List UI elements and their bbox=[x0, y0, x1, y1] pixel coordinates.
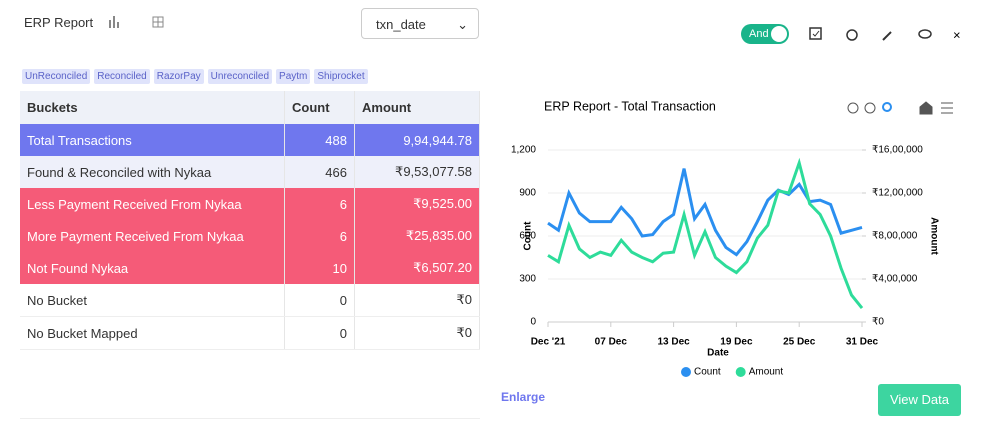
cell: ₹9,53,077.58 bbox=[354, 156, 480, 188]
cell: Not Found Nykaa bbox=[20, 252, 285, 284]
view-data-button[interactable]: View Data bbox=[878, 384, 961, 416]
legend-label: Count bbox=[694, 367, 721, 378]
y-tick-label: 900 bbox=[519, 188, 536, 199]
cell: Found & Reconciled with Nykaa bbox=[20, 156, 285, 188]
view-icons[interactable] bbox=[105, 14, 175, 32]
cell: 10 bbox=[284, 252, 355, 284]
x-tick-label: 25 Dec bbox=[783, 337, 816, 348]
x-tick-label: 31 Dec bbox=[846, 337, 879, 348]
tag: Paytm bbox=[276, 69, 311, 84]
row: No Bucket Mapped 0 ₹0 bbox=[20, 316, 480, 350]
row: Total Transactions 488 9,94,944.78 bbox=[20, 124, 480, 156]
title: ERP Report bbox=[24, 15, 94, 30]
cell: ₹25,835.00 bbox=[354, 220, 480, 252]
x-tick-label: Dec '21 bbox=[531, 337, 566, 348]
cell: 488 bbox=[284, 124, 355, 156]
cell: ₹0 bbox=[354, 316, 480, 350]
x-axis-title: Date bbox=[707, 348, 729, 359]
cell: ₹6,507.20 bbox=[354, 252, 480, 284]
y2-tick-label: ₹8,00,000 bbox=[872, 231, 918, 242]
row: Not Found Nykaa 10 ₹6,507.20 bbox=[20, 252, 480, 284]
series-line bbox=[547, 168, 863, 257]
cell: ₹9,525.00 bbox=[354, 188, 480, 220]
table: Buckets Count Amount Total Transactions 488 9… bbox=[20, 91, 480, 350]
legend-marker bbox=[681, 367, 691, 377]
svg-text:×: × bbox=[953, 27, 961, 42]
cell: 0 bbox=[284, 284, 355, 317]
x-tick-label: 13 Dec bbox=[657, 337, 690, 348]
chart: ERP Report - Total Transaction Date Coun… bbox=[511, 99, 953, 378]
tag: RazorPay bbox=[153, 69, 204, 84]
y-tick-label: 1,200 bbox=[511, 145, 536, 156]
column-header: Count bbox=[284, 91, 355, 124]
cell: ₹0 bbox=[354, 284, 480, 317]
toggle-label: And bbox=[749, 28, 769, 40]
chart-title: ERP Report - Total Transaction bbox=[544, 99, 716, 113]
tag: Shiprocket bbox=[314, 69, 368, 84]
tag: UnReconciled bbox=[22, 69, 91, 84]
cell: 9,94,944.78 bbox=[354, 124, 480, 156]
row: Less Payment Received From Nykaa 6 ₹9,525.… bbox=[20, 188, 480, 220]
y2-tick-label: ₹16,00,000 bbox=[872, 145, 923, 156]
cell: 6 bbox=[284, 220, 355, 252]
cell: No Bucket Mapped bbox=[20, 316, 285, 350]
select-value: txn_date bbox=[376, 17, 426, 32]
cell: Total Transactions bbox=[20, 124, 285, 156]
cell: More Payment Received From Nykaa bbox=[20, 220, 285, 252]
cell: 466 bbox=[284, 156, 355, 188]
select[interactable]: txn_date ⌄ bbox=[361, 8, 479, 39]
tag: Unreconciled bbox=[207, 69, 273, 84]
column-header: Buckets bbox=[20, 91, 285, 124]
y-tick-label: 600 bbox=[519, 231, 536, 242]
enlarge-link[interactable]: Enlarge bbox=[501, 390, 546, 404]
x-tick-label: 07 Dec bbox=[595, 337, 628, 348]
cell: Less Payment Received From Nykaa bbox=[20, 188, 285, 220]
y-axis-title: Count bbox=[523, 221, 534, 251]
column-header: Amount bbox=[354, 91, 480, 124]
y2-tick-label: ₹12,00,000 bbox=[872, 188, 923, 199]
y2-axis-title: Amount bbox=[928, 217, 939, 255]
tags: UnReconciled Reconciled RazorPay Unreconcil… bbox=[22, 66, 372, 84]
y-tick-label: 0 bbox=[530, 317, 536, 328]
row: No Bucket 0 ₹0 bbox=[20, 284, 480, 317]
chart-tools[interactable] bbox=[847, 101, 953, 115]
row: More Payment Received From Nykaa 6 ₹25,835… bbox=[20, 220, 480, 252]
y2-tick-label: ₹0 bbox=[872, 317, 884, 328]
x-tick-label: 19 Dec bbox=[720, 337, 753, 348]
row: Found & Reconciled with Nykaa 466 ₹9,53,07… bbox=[20, 156, 480, 188]
legend-label: Amount bbox=[749, 367, 784, 378]
legend-marker bbox=[735, 367, 746, 377]
toggle[interactable]: And bbox=[741, 24, 789, 44]
divider bbox=[20, 418, 480, 419]
cell: No Bucket bbox=[20, 284, 285, 317]
tag: Reconciled bbox=[94, 69, 150, 84]
cell: 6 bbox=[284, 188, 355, 220]
cell: 0 bbox=[284, 316, 355, 350]
y2-tick-label: ₹4,00,000 bbox=[872, 274, 918, 285]
y-tick-label: 300 bbox=[519, 274, 536, 285]
series-line bbox=[547, 157, 864, 309]
toolbar[interactable]: × bbox=[805, 24, 965, 44]
